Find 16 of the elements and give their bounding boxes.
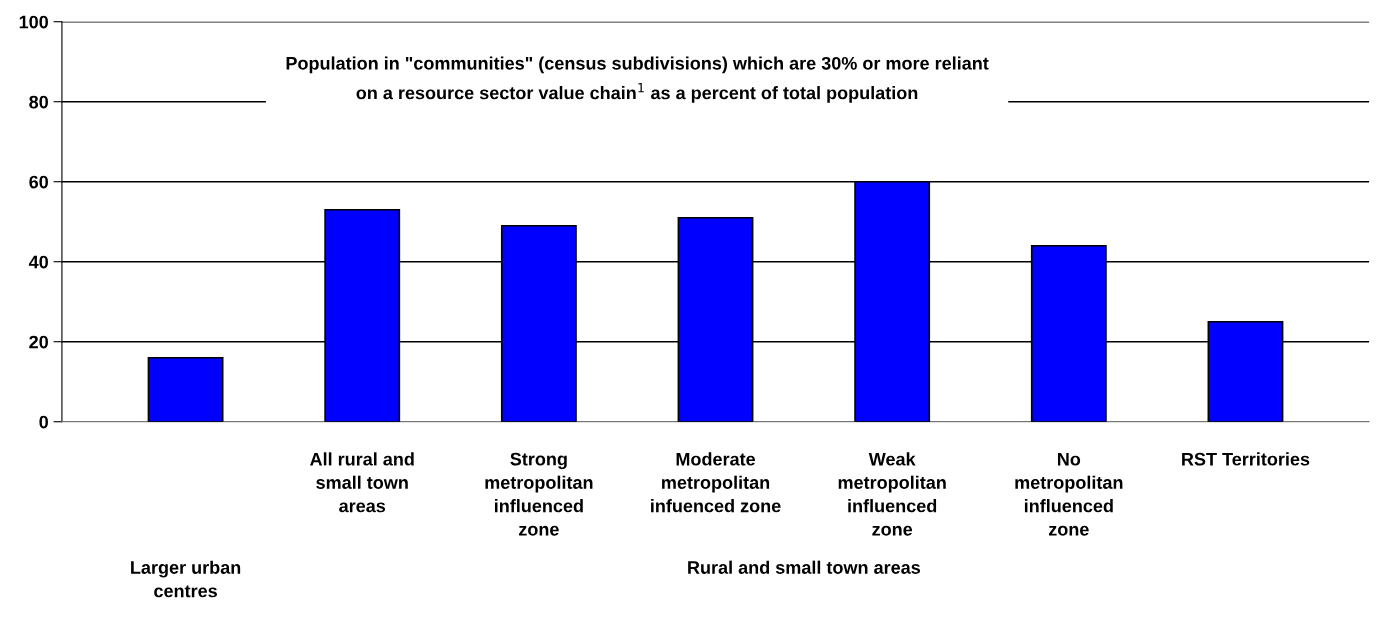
y-tick-label: 60 — [29, 175, 48, 189]
y-tick-label: 100 — [19, 15, 48, 29]
y-tick-label: 20 — [29, 335, 48, 349]
x-tick-label: All rural and small town areas — [310, 452, 414, 513]
y-tick-label: 80 — [29, 95, 48, 109]
x-tick-label: RST Territories — [1182, 452, 1310, 466]
x-tick-label: Moderate metropolitan infuenced zone — [651, 452, 781, 513]
text: Rural and small town areas — [688, 560, 921, 574]
x-tick-label: No metropolitan influenced zone — [1015, 452, 1123, 536]
x-tick-label: Strong metropolitan influenced zone — [485, 452, 593, 536]
y-tick-label: 40 — [28, 255, 48, 269]
text: Larger urban centres — [131, 560, 241, 598]
text: Population in "communities" (census subdivisions) which are 30% or more reliant on a resource sector value chain$^{1}$ as a percent of total population — [286, 56, 989, 103]
bar — [147, 356, 224, 422]
y-tick-label: 0 — [39, 415, 48, 429]
x-tick-label: Weak metropolitan influenced zone — [838, 452, 946, 536]
